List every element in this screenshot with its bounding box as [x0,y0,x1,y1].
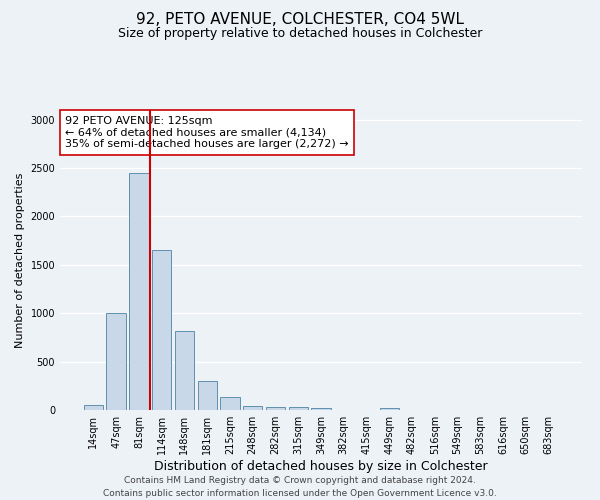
Text: 92, PETO AVENUE, COLCHESTER, CO4 5WL: 92, PETO AVENUE, COLCHESTER, CO4 5WL [136,12,464,28]
Bar [84,405,103,410]
Bar [197,381,217,410]
Y-axis label: Number of detached properties: Number of detached properties [15,172,25,348]
Bar [289,407,308,410]
Text: Size of property relative to detached houses in Colchester: Size of property relative to detached ho… [118,28,482,40]
X-axis label: Distribution of detached houses by size in Colchester: Distribution of detached houses by size … [154,460,488,473]
Bar [311,408,331,410]
Bar [129,173,149,410]
Bar [152,250,172,410]
Bar [266,406,285,410]
Bar [243,406,262,410]
Bar [175,330,194,410]
Bar [106,313,126,410]
Text: Contains HM Land Registry data © Crown copyright and database right 2024.
Contai: Contains HM Land Registry data © Crown c… [103,476,497,498]
Bar [380,408,399,410]
Text: 92 PETO AVENUE: 125sqm
← 64% of detached houses are smaller (4,134)
35% of semi-: 92 PETO AVENUE: 125sqm ← 64% of detached… [65,116,349,149]
Bar [220,398,239,410]
